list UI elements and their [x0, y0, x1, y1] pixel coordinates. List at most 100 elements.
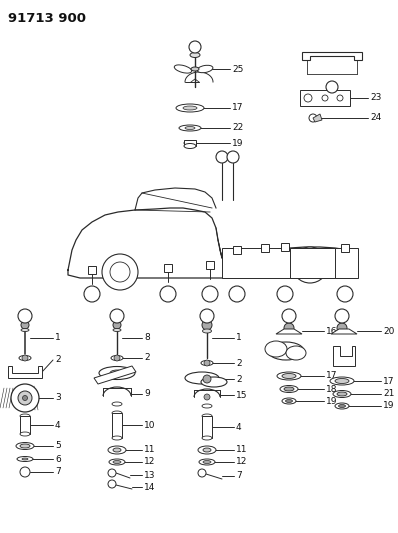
- Polygon shape: [302, 52, 362, 60]
- Text: 4: 4: [236, 423, 242, 432]
- Ellipse shape: [176, 104, 204, 112]
- Ellipse shape: [203, 329, 211, 333]
- Text: 12: 12: [236, 457, 248, 466]
- Circle shape: [23, 395, 27, 400]
- Ellipse shape: [99, 367, 135, 379]
- Circle shape: [200, 309, 214, 323]
- Ellipse shape: [201, 360, 213, 366]
- Text: 19: 19: [232, 139, 244, 148]
- Ellipse shape: [203, 448, 211, 452]
- Bar: [20, 416, 30, 434]
- Ellipse shape: [16, 442, 34, 449]
- Ellipse shape: [109, 459, 125, 465]
- Text: B: B: [165, 289, 171, 298]
- Bar: [112, 413, 122, 438]
- Ellipse shape: [190, 52, 200, 58]
- Ellipse shape: [108, 446, 126, 454]
- Ellipse shape: [110, 370, 124, 376]
- Ellipse shape: [185, 126, 195, 130]
- Text: H: H: [219, 155, 224, 159]
- Ellipse shape: [203, 461, 211, 464]
- Polygon shape: [333, 346, 355, 366]
- Bar: [290, 248, 335, 278]
- Ellipse shape: [202, 414, 212, 418]
- Text: 91713 900: 91713 900: [8, 12, 86, 25]
- Circle shape: [304, 94, 312, 102]
- Circle shape: [216, 151, 228, 163]
- Ellipse shape: [199, 459, 215, 465]
- Circle shape: [337, 323, 347, 333]
- Ellipse shape: [265, 341, 287, 357]
- Ellipse shape: [112, 436, 122, 440]
- Circle shape: [189, 41, 201, 53]
- Circle shape: [114, 355, 120, 361]
- Circle shape: [277, 286, 293, 302]
- Ellipse shape: [202, 404, 212, 408]
- Circle shape: [337, 286, 353, 302]
- Circle shape: [229, 286, 245, 302]
- Ellipse shape: [179, 125, 201, 131]
- Text: 16: 16: [326, 327, 338, 335]
- Circle shape: [282, 309, 296, 323]
- Circle shape: [326, 81, 338, 93]
- Text: 19: 19: [326, 397, 338, 406]
- Ellipse shape: [202, 436, 212, 440]
- Text: D: D: [234, 289, 240, 298]
- Circle shape: [203, 375, 211, 383]
- Text: 17: 17: [383, 376, 394, 385]
- Text: 18: 18: [326, 384, 338, 393]
- Ellipse shape: [339, 405, 345, 408]
- Ellipse shape: [284, 387, 294, 391]
- Bar: [233, 246, 241, 254]
- Circle shape: [108, 480, 116, 488]
- Text: 13: 13: [144, 471, 156, 480]
- Ellipse shape: [20, 432, 30, 436]
- Text: 12: 12: [144, 457, 155, 466]
- Ellipse shape: [285, 400, 293, 402]
- Ellipse shape: [174, 65, 192, 73]
- Text: H: H: [330, 85, 335, 90]
- Circle shape: [322, 95, 328, 101]
- Ellipse shape: [20, 414, 30, 418]
- Ellipse shape: [113, 461, 121, 464]
- Circle shape: [84, 286, 100, 302]
- Text: 25: 25: [232, 64, 243, 74]
- Text: E: E: [339, 311, 345, 320]
- Polygon shape: [331, 329, 357, 334]
- Text: 17: 17: [326, 372, 338, 381]
- Circle shape: [204, 360, 210, 366]
- Ellipse shape: [201, 377, 227, 387]
- Text: 2: 2: [236, 375, 242, 384]
- Text: C: C: [204, 311, 210, 320]
- Ellipse shape: [337, 392, 347, 396]
- Text: 5: 5: [55, 441, 61, 450]
- Text: H: H: [230, 155, 236, 159]
- Ellipse shape: [282, 398, 296, 404]
- Ellipse shape: [21, 328, 29, 332]
- Polygon shape: [313, 114, 322, 122]
- Text: 15: 15: [236, 391, 248, 400]
- Ellipse shape: [268, 342, 304, 360]
- Text: 2: 2: [236, 359, 242, 367]
- Text: 14: 14: [144, 482, 155, 491]
- Bar: [300, 90, 350, 106]
- Text: 4: 4: [55, 421, 60, 430]
- Circle shape: [284, 323, 294, 333]
- Text: 8: 8: [144, 334, 150, 343]
- Polygon shape: [94, 366, 136, 384]
- Ellipse shape: [112, 411, 122, 415]
- Text: 6: 6: [55, 455, 61, 464]
- Circle shape: [300, 255, 320, 275]
- Circle shape: [204, 394, 210, 400]
- Circle shape: [18, 309, 32, 323]
- Circle shape: [227, 151, 239, 163]
- Polygon shape: [276, 329, 302, 334]
- Circle shape: [110, 309, 124, 323]
- Bar: [261, 244, 269, 252]
- Bar: [222, 248, 358, 278]
- Circle shape: [18, 391, 32, 405]
- Text: 22: 22: [232, 124, 243, 133]
- Text: C: C: [207, 289, 213, 298]
- Ellipse shape: [286, 346, 306, 360]
- Circle shape: [335, 309, 349, 323]
